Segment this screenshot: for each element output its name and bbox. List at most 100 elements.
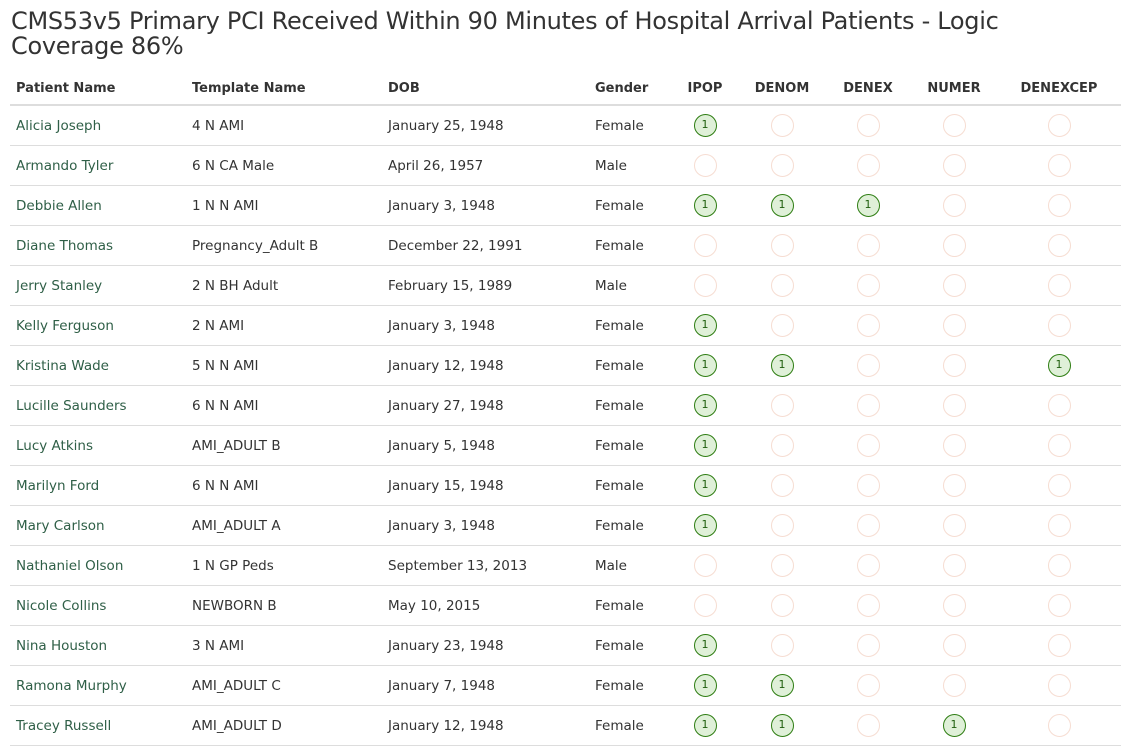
denex-empty-badge (856, 394, 880, 417)
patient-name-link[interactable]: Kelly Ferguson (16, 317, 114, 334)
patient-name-link[interactable]: Nina Houston (16, 637, 108, 654)
patient-name-link[interactable]: Diane Thomas (16, 237, 114, 254)
denex-empty-badge (856, 634, 880, 657)
ipop-hit-badge: 1 (693, 354, 717, 377)
patient-name-link[interactable]: Armando Tyler (16, 157, 114, 174)
numer-cell (911, 345, 997, 386)
patient-name-link[interactable]: Mary Carlson (16, 517, 105, 534)
template-name-cell: 2 N BH Adult (186, 265, 382, 306)
patient-name-link[interactable]: Kristina Wade (16, 357, 109, 374)
header-gender: Gender (589, 73, 671, 106)
dob-cell: January 12, 1948 (382, 345, 589, 386)
denex-cell (825, 465, 911, 506)
ipop-cell (671, 545, 739, 586)
denom-hit-badge: 1 (770, 354, 794, 377)
table-row: Mary Carlson AMI_ADULT A January 3, 1948 Fe… (10, 505, 1121, 546)
table-body: Alicia Joseph 4 N AMI January 25, 1948 Fema… (10, 105, 1121, 746)
template-name-cell: AMI_ADULT B (186, 425, 382, 466)
patient-name-cell: Tracey Russell (10, 705, 186, 746)
denexcep-cell (997, 145, 1121, 186)
dob-cell: January 3, 1948 (382, 185, 589, 226)
header-ipop: IPOP (671, 73, 739, 106)
ipop-cell: 1 (671, 505, 739, 546)
numer-empty-badge (942, 194, 966, 217)
patient-name-link[interactable]: Nicole Collins (16, 597, 107, 614)
table-row: Kristina Wade 5 N N AMI January 12, 1948 Fe… (10, 345, 1121, 386)
denexcep-cell (997, 385, 1121, 426)
denex-empty-badge (856, 714, 880, 737)
table-row: Diane Thomas Pregnancy_Adult B December 22… (10, 225, 1121, 266)
denexcep-empty-badge (1047, 714, 1071, 737)
template-name-cell: 1 N N AMI (186, 185, 382, 226)
numer-cell (911, 465, 997, 506)
template-name-cell: 2 N AMI (186, 305, 382, 346)
table-row: Tracey Russell AMI_ADULT D January 12, 194… (10, 705, 1121, 746)
denexcep-cell (997, 465, 1121, 506)
dob-cell: January 27, 1948 (382, 385, 589, 426)
ipop-empty-badge (693, 234, 717, 257)
ipop-cell (671, 265, 739, 306)
denex-cell: 1 (825, 185, 911, 226)
patient-name-link[interactable]: Lucy Atkins (16, 437, 93, 454)
denexcep-empty-badge (1047, 274, 1071, 297)
ipop-hit-badge: 1 (693, 514, 717, 537)
denex-empty-badge (856, 234, 880, 257)
patient-name-link[interactable]: Ramona Murphy (16, 677, 127, 694)
denexcep-empty-badge (1047, 674, 1071, 697)
ipop-hit-badge: 1 (693, 194, 717, 217)
header-patient-name: Patient Name (10, 73, 186, 106)
denom-cell (739, 625, 825, 666)
gender-cell: Female (589, 305, 671, 346)
template-name-cell: 6 N CA Male (186, 145, 382, 186)
numer-empty-badge (942, 314, 966, 337)
denexcep-empty-badge (1047, 434, 1071, 457)
patient-name-cell: Nicole Collins (10, 585, 186, 626)
denex-empty-badge (856, 154, 880, 177)
denex-empty-badge (856, 114, 880, 137)
template-name-cell: AMI_ADULT D (186, 705, 382, 746)
dob-cell: January 25, 1948 (382, 105, 589, 146)
gender-cell: Female (589, 105, 671, 146)
numer-empty-badge (942, 634, 966, 657)
patient-name-link[interactable]: Jerry Stanley (16, 277, 103, 294)
patient-name-link[interactable]: Marilyn Ford (16, 477, 100, 494)
numer-empty-badge (942, 594, 966, 617)
patient-name-link[interactable]: Lucille Saunders (16, 397, 127, 414)
denex-empty-badge (856, 514, 880, 537)
patient-name-link[interactable]: Nathaniel Olson (16, 557, 124, 574)
denexcep-empty-badge (1047, 234, 1071, 257)
denom-empty-badge (770, 154, 794, 177)
denex-empty-badge (856, 274, 880, 297)
ipop-empty-badge (693, 154, 717, 177)
dob-cell: January 5, 1948 (382, 425, 589, 466)
template-name-cell: 6 N N AMI (186, 465, 382, 506)
denex-empty-badge (856, 474, 880, 497)
dob-cell: February 15, 1989 (382, 265, 589, 306)
denex-cell (825, 345, 911, 386)
patient-name-link[interactable]: Tracey Russell (16, 717, 112, 734)
denex-cell (825, 385, 911, 426)
numer-cell (911, 225, 997, 266)
denom-cell (739, 385, 825, 426)
ipop-hit-badge: 1 (693, 314, 717, 337)
numer-cell (911, 585, 997, 626)
numer-cell (911, 265, 997, 306)
numer-empty-badge (942, 394, 966, 417)
template-name-cell: 3 N AMI (186, 625, 382, 666)
gender-cell: Female (589, 345, 671, 386)
numer-cell (911, 425, 997, 466)
denex-cell (825, 105, 911, 146)
gender-cell: Male (589, 145, 671, 186)
patient-name-link[interactable]: Alicia Joseph (16, 117, 102, 134)
dob-cell: January 15, 1948 (382, 465, 589, 506)
denexcep-cell (997, 185, 1121, 226)
ipop-hit-badge: 1 (693, 634, 717, 657)
numer-cell (911, 665, 997, 706)
numer-empty-badge (942, 354, 966, 377)
table-row: Kelly Ferguson 2 N AMI January 3, 1948 Fema… (10, 305, 1121, 346)
ipop-hit-badge: 1 (693, 674, 717, 697)
patient-name-cell: Armando Tyler (10, 145, 186, 186)
patient-name-link[interactable]: Debbie Allen (16, 197, 102, 214)
dob-cell: April 26, 1957 (382, 145, 589, 186)
denom-empty-badge (770, 514, 794, 537)
